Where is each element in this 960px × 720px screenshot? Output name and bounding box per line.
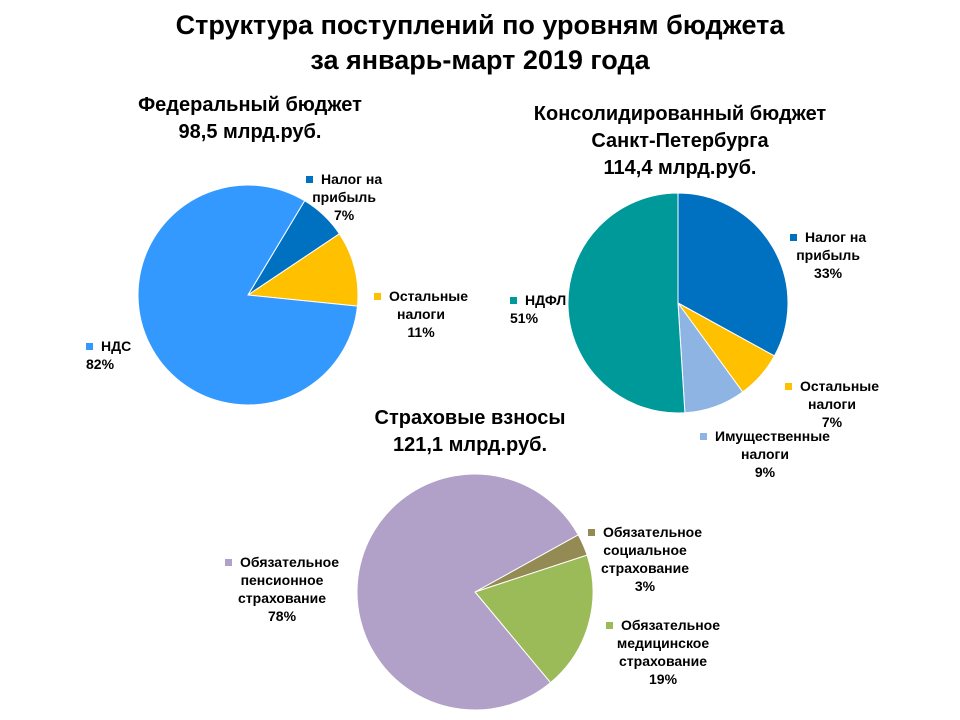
- insurance-slice-percent-1: 19%: [649, 671, 678, 687]
- federal-slice-label-0: Налог на прибыль 7%: [306, 170, 382, 224]
- insurance-slice-name-0-2: страхование: [601, 560, 690, 576]
- spb-legend-swatch-2: [700, 432, 707, 440]
- spb-slice-label-1: Остальные налоги 7%: [785, 377, 879, 431]
- spb-slice-name-2-1: налоги: [741, 446, 789, 462]
- spb-slice-name-1-1: налоги: [808, 396, 856, 412]
- spb-legend-swatch-3: [510, 296, 517, 304]
- federal-legend-swatch-2: [86, 342, 93, 350]
- insurance-slice-label-0: Обязательное социальное страхование 3%: [588, 523, 702, 595]
- insurance-title-line-2: 121,1 млрд.руб.: [392, 434, 548, 456]
- insurance-slice-name-2-1: пенсионное: [240, 572, 324, 588]
- spb-pie-slice-3: [567, 192, 686, 414]
- insurance-pie-slice-1: [474, 554, 594, 684]
- federal-legend-swatch-0: [306, 175, 313, 183]
- insurance-slice-name-0-1: социальное: [603, 542, 687, 558]
- page-title-line-1: Структура поступлений по уровням бюджета: [175, 10, 785, 40]
- spb-slice-label-0: Налог на прибыль 33%: [790, 228, 866, 282]
- federal-slice-label-1: Остальные налоги 11%: [374, 287, 468, 341]
- spb-slice-name-0-1: прибыль: [796, 247, 860, 263]
- federal-pie-slice-1: [246, 233, 359, 307]
- insurance-slice-name-1-2: страхование: [619, 653, 708, 669]
- spb-slice-label-3: НДФЛ 51%: [510, 291, 566, 327]
- spb-slice-percent-2: 9%: [754, 464, 776, 480]
- federal-slice-label-2: НДС 82%: [86, 337, 131, 373]
- insurance-slice-name-1-0: Обязательное: [606, 616, 720, 634]
- insurance-slice-percent-2: 78%: [268, 608, 297, 624]
- federal-budget-title-line-2: 98,5 млрд.руб.: [178, 121, 322, 143]
- insurance-slice-percent-0: 3%: [634, 578, 656, 594]
- spb-slice-label-2: Имущественные налоги 9%: [700, 427, 830, 481]
- federal-slice-name-2-0: НДС: [86, 337, 131, 355]
- federal-budget-title: Федеральный бюджет 98,5 млрд.руб.: [40, 92, 460, 146]
- insurance-slice-name-0-0: Обязательное: [588, 523, 702, 541]
- insurance-slice-name-2-2: страхование: [238, 590, 327, 606]
- spb-slice-name-1-0: Остальные: [785, 377, 879, 395]
- federal-slice-percent-2: 82%: [86, 356, 115, 372]
- spb-budget-title-line-2: Санкт-Петербурга: [591, 130, 769, 152]
- insurance-legend-swatch-0: [588, 528, 595, 536]
- insurance-title: Страховые взносы 121,1 млрд.руб.: [270, 405, 670, 459]
- federal-slice-name-1-1: налоги: [397, 306, 445, 322]
- insurance-legend-swatch-1: [606, 621, 613, 629]
- spb-slice-name-2-0: Имущественные: [700, 427, 830, 445]
- spb-budget-title: Консолидированный бюджет Санкт-Петербург…: [470, 101, 890, 182]
- federal-legend-swatch-1: [374, 292, 381, 300]
- insurance-title-line-1: Страховые взносы: [374, 407, 566, 429]
- federal-slice-name-1-0: Остальные: [374, 287, 468, 305]
- insurance-slice-name-1-1: медицинское: [616, 635, 710, 651]
- spb-slice-percent-3: 51%: [510, 310, 539, 326]
- spb-legend-swatch-0: [790, 233, 797, 241]
- insurance-slice-name-2-0: Обязательное: [225, 553, 339, 571]
- federal-slice-percent-1: 11%: [407, 324, 435, 340]
- insurance-slice-label-1: Обязательное медицинское страхование 19%: [606, 616, 720, 688]
- federal-pie-slice-2: [137, 184, 358, 406]
- insurance-slice-label-2: Обязательное пенсионное страхование 78%: [225, 553, 339, 625]
- spb-budget-title-line-1: Консолидированный бюджет: [533, 103, 827, 125]
- spb-slice-percent-0: 33%: [814, 265, 843, 281]
- spb-slice-percent-1: 7%: [821, 414, 843, 430]
- federal-budget-title-line-1: Федеральный бюджет: [138, 94, 362, 116]
- federal-slice-name-0-0: Налог на: [306, 170, 382, 188]
- spb-legend-swatch-1: [785, 382, 792, 390]
- spb-pie-slice-0: [677, 192, 789, 357]
- federal-slice-percent-0: 7%: [333, 207, 355, 223]
- spb-budget-title-line-3: 114,4 млрд.руб.: [603, 157, 757, 179]
- federal-slice-name-0-1: прибыль: [312, 189, 376, 205]
- spb-slice-name-3-0: НДФЛ: [510, 291, 566, 309]
- spb-slice-name-0-0: Налог на: [790, 228, 866, 246]
- page-title-line-2: за январь-март 2019 года: [310, 45, 650, 75]
- insurance-pie-slice-2: [356, 473, 579, 711]
- page-title: Структура поступлений по уровням бюджета…: [0, 8, 960, 78]
- insurance-legend-swatch-2: [225, 558, 232, 566]
